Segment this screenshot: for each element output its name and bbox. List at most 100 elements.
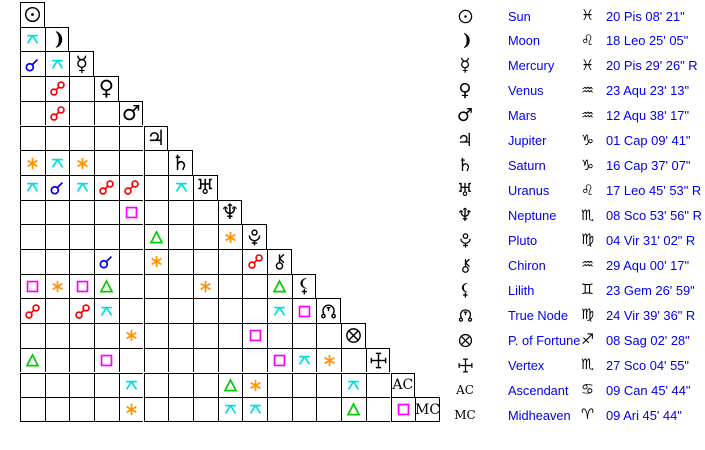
position-row-venus: ♀ Venus ♒ 23 Aqu 23' 13"	[448, 78, 704, 103]
aspect-mars-moon	[44, 100, 70, 126]
aspect-cell-empty	[20, 125, 45, 151]
virgo-icon: ♍	[581, 307, 594, 324]
position-row-uranus: ♅ Uranus ♌ 17 Leo 45' 53" R	[448, 178, 704, 203]
aspect-lilith-mercury	[69, 273, 95, 299]
position-row-moon: Moon ♌ 18 Leo 25' 05"	[448, 28, 704, 53]
venus-icon: ♀	[98, 76, 115, 101]
planet-position: 29 Aqu 00' 17"	[606, 257, 690, 273]
chiron-icon	[275, 254, 285, 271]
aspect-uranus-moon	[44, 174, 70, 200]
trine-icon	[149, 229, 164, 244]
aspect-true-node-chiron	[267, 298, 292, 324]
aspect-midheaven-fortune	[341, 397, 366, 422]
aquarius-icon: ♒	[581, 107, 594, 124]
aspect-cell-empty	[242, 273, 267, 299]
aspect-true-node-sun	[20, 298, 45, 324]
aspect-cell-empty	[217, 298, 243, 324]
asc-icon: AC	[392, 377, 414, 394]
aspect-cell-empty	[44, 249, 70, 274]
planet-name: Lilith	[508, 282, 535, 298]
sextile-icon	[323, 354, 335, 367]
aspect-cell-empty	[143, 372, 169, 398]
uranus-icon: ♅	[195, 175, 215, 200]
aspect-venus-moon	[44, 76, 70, 101]
aspect-cell-empty	[143, 298, 169, 324]
planet-name: Sun	[508, 8, 531, 24]
planet-name: Venus	[508, 83, 544, 99]
aspect-cell-empty	[94, 125, 119, 151]
square-icon	[397, 403, 410, 416]
quincunx-icon	[274, 306, 286, 316]
planet-cell-ascendant: AC	[390, 372, 416, 398]
planet-position: 24 Vir 39' 36" R	[606, 307, 696, 323]
aspect-cell-empty	[94, 372, 119, 398]
aspect-cell-empty	[143, 174, 169, 200]
aspect-cell-empty	[94, 323, 119, 348]
aspect-saturn-moon	[44, 150, 70, 175]
aspect-cell-empty	[94, 199, 119, 225]
aspect-midheaven-neptune	[217, 397, 243, 422]
aspect-midheaven-mars	[118, 397, 144, 422]
aspect-cell-empty	[69, 76, 95, 101]
fortune-icon	[448, 332, 482, 349]
aspect-cell-empty	[168, 347, 193, 373]
planet-cell-true-node	[316, 298, 342, 324]
planet-position: 23 Aqu 23' 13"	[606, 83, 690, 99]
aspect-cell-empty	[118, 273, 144, 299]
aspect-lilith-uranus	[192, 273, 218, 299]
aspect-cell-empty	[20, 397, 45, 422]
sun-icon	[448, 8, 482, 25]
aspect-cell-empty	[168, 273, 193, 299]
pisces-icon: ♓	[581, 8, 594, 24]
aspect-cell-empty	[365, 397, 391, 422]
planet-name: Mercury	[508, 58, 555, 74]
aspect-vertex-venus	[94, 347, 119, 373]
aspect-cell-empty	[44, 224, 70, 249]
aspect-cell-empty	[94, 150, 119, 175]
position-row-sun: Sun ♓ 20 Pis 08' 21"	[448, 4, 704, 29]
planet-position: 27 Sco 04' 55"	[606, 357, 690, 373]
sagittarius-icon: ♐	[581, 332, 594, 349]
position-row-pluto: Pluto ♍ 04 Vir 31' 02" R	[448, 228, 704, 253]
opposition-icon	[247, 254, 263, 270]
planet-position: 01 Cap 09' 41"	[606, 133, 691, 149]
planet-name: Mars	[508, 108, 537, 124]
planet-position: 08 Sco 53' 56" R	[606, 208, 702, 224]
aspect-lilith-moon	[44, 273, 70, 299]
mercury-icon: ☿	[75, 51, 89, 76]
planet-name: Jupiter	[508, 133, 547, 149]
aspect-cell-empty	[168, 249, 193, 274]
aspect-fortune-pluto	[242, 323, 267, 348]
aspect-midheaven-ascendant	[390, 397, 416, 422]
planet-name: Neptune	[508, 208, 557, 224]
pluto-icon	[248, 229, 261, 246]
aspect-uranus-mars	[118, 174, 144, 200]
planet-name: True Node	[508, 307, 568, 323]
aspect-cell-empty	[20, 76, 45, 101]
aspect-cell-empty	[267, 372, 292, 398]
planet-cell-mercury: ☿	[69, 51, 95, 77]
planet-cell-sun	[20, 2, 45, 27]
aspect-cell-empty	[192, 249, 218, 274]
sextile-icon	[76, 157, 88, 169]
aspect-cell-empty	[118, 347, 144, 373]
planet-cell-mars: ♂	[118, 100, 144, 126]
aspect-cell-empty	[291, 323, 317, 348]
sextile-icon	[126, 403, 137, 416]
aspect-cell-empty	[341, 347, 366, 373]
position-row-saturn: ♄ Saturn ♑ 16 Cap 37' 07"	[448, 153, 704, 178]
trine-icon	[223, 377, 238, 392]
pisces-icon: ♓	[581, 57, 594, 74]
planet-cell-saturn: ♄	[168, 150, 193, 175]
uranus-icon: ♅	[456, 179, 474, 201]
quincunx-icon	[101, 306, 113, 316]
sextile-icon	[151, 256, 162, 268]
aspect-cell-empty	[168, 224, 193, 249]
quincunx-icon	[298, 355, 311, 365]
aspect-cell-empty	[168, 372, 193, 398]
conjunction-icon	[99, 256, 113, 269]
aspect-ascendant-fortune	[341, 372, 366, 398]
aspect-cell-empty	[44, 397, 70, 422]
opposition-icon	[50, 106, 65, 121]
